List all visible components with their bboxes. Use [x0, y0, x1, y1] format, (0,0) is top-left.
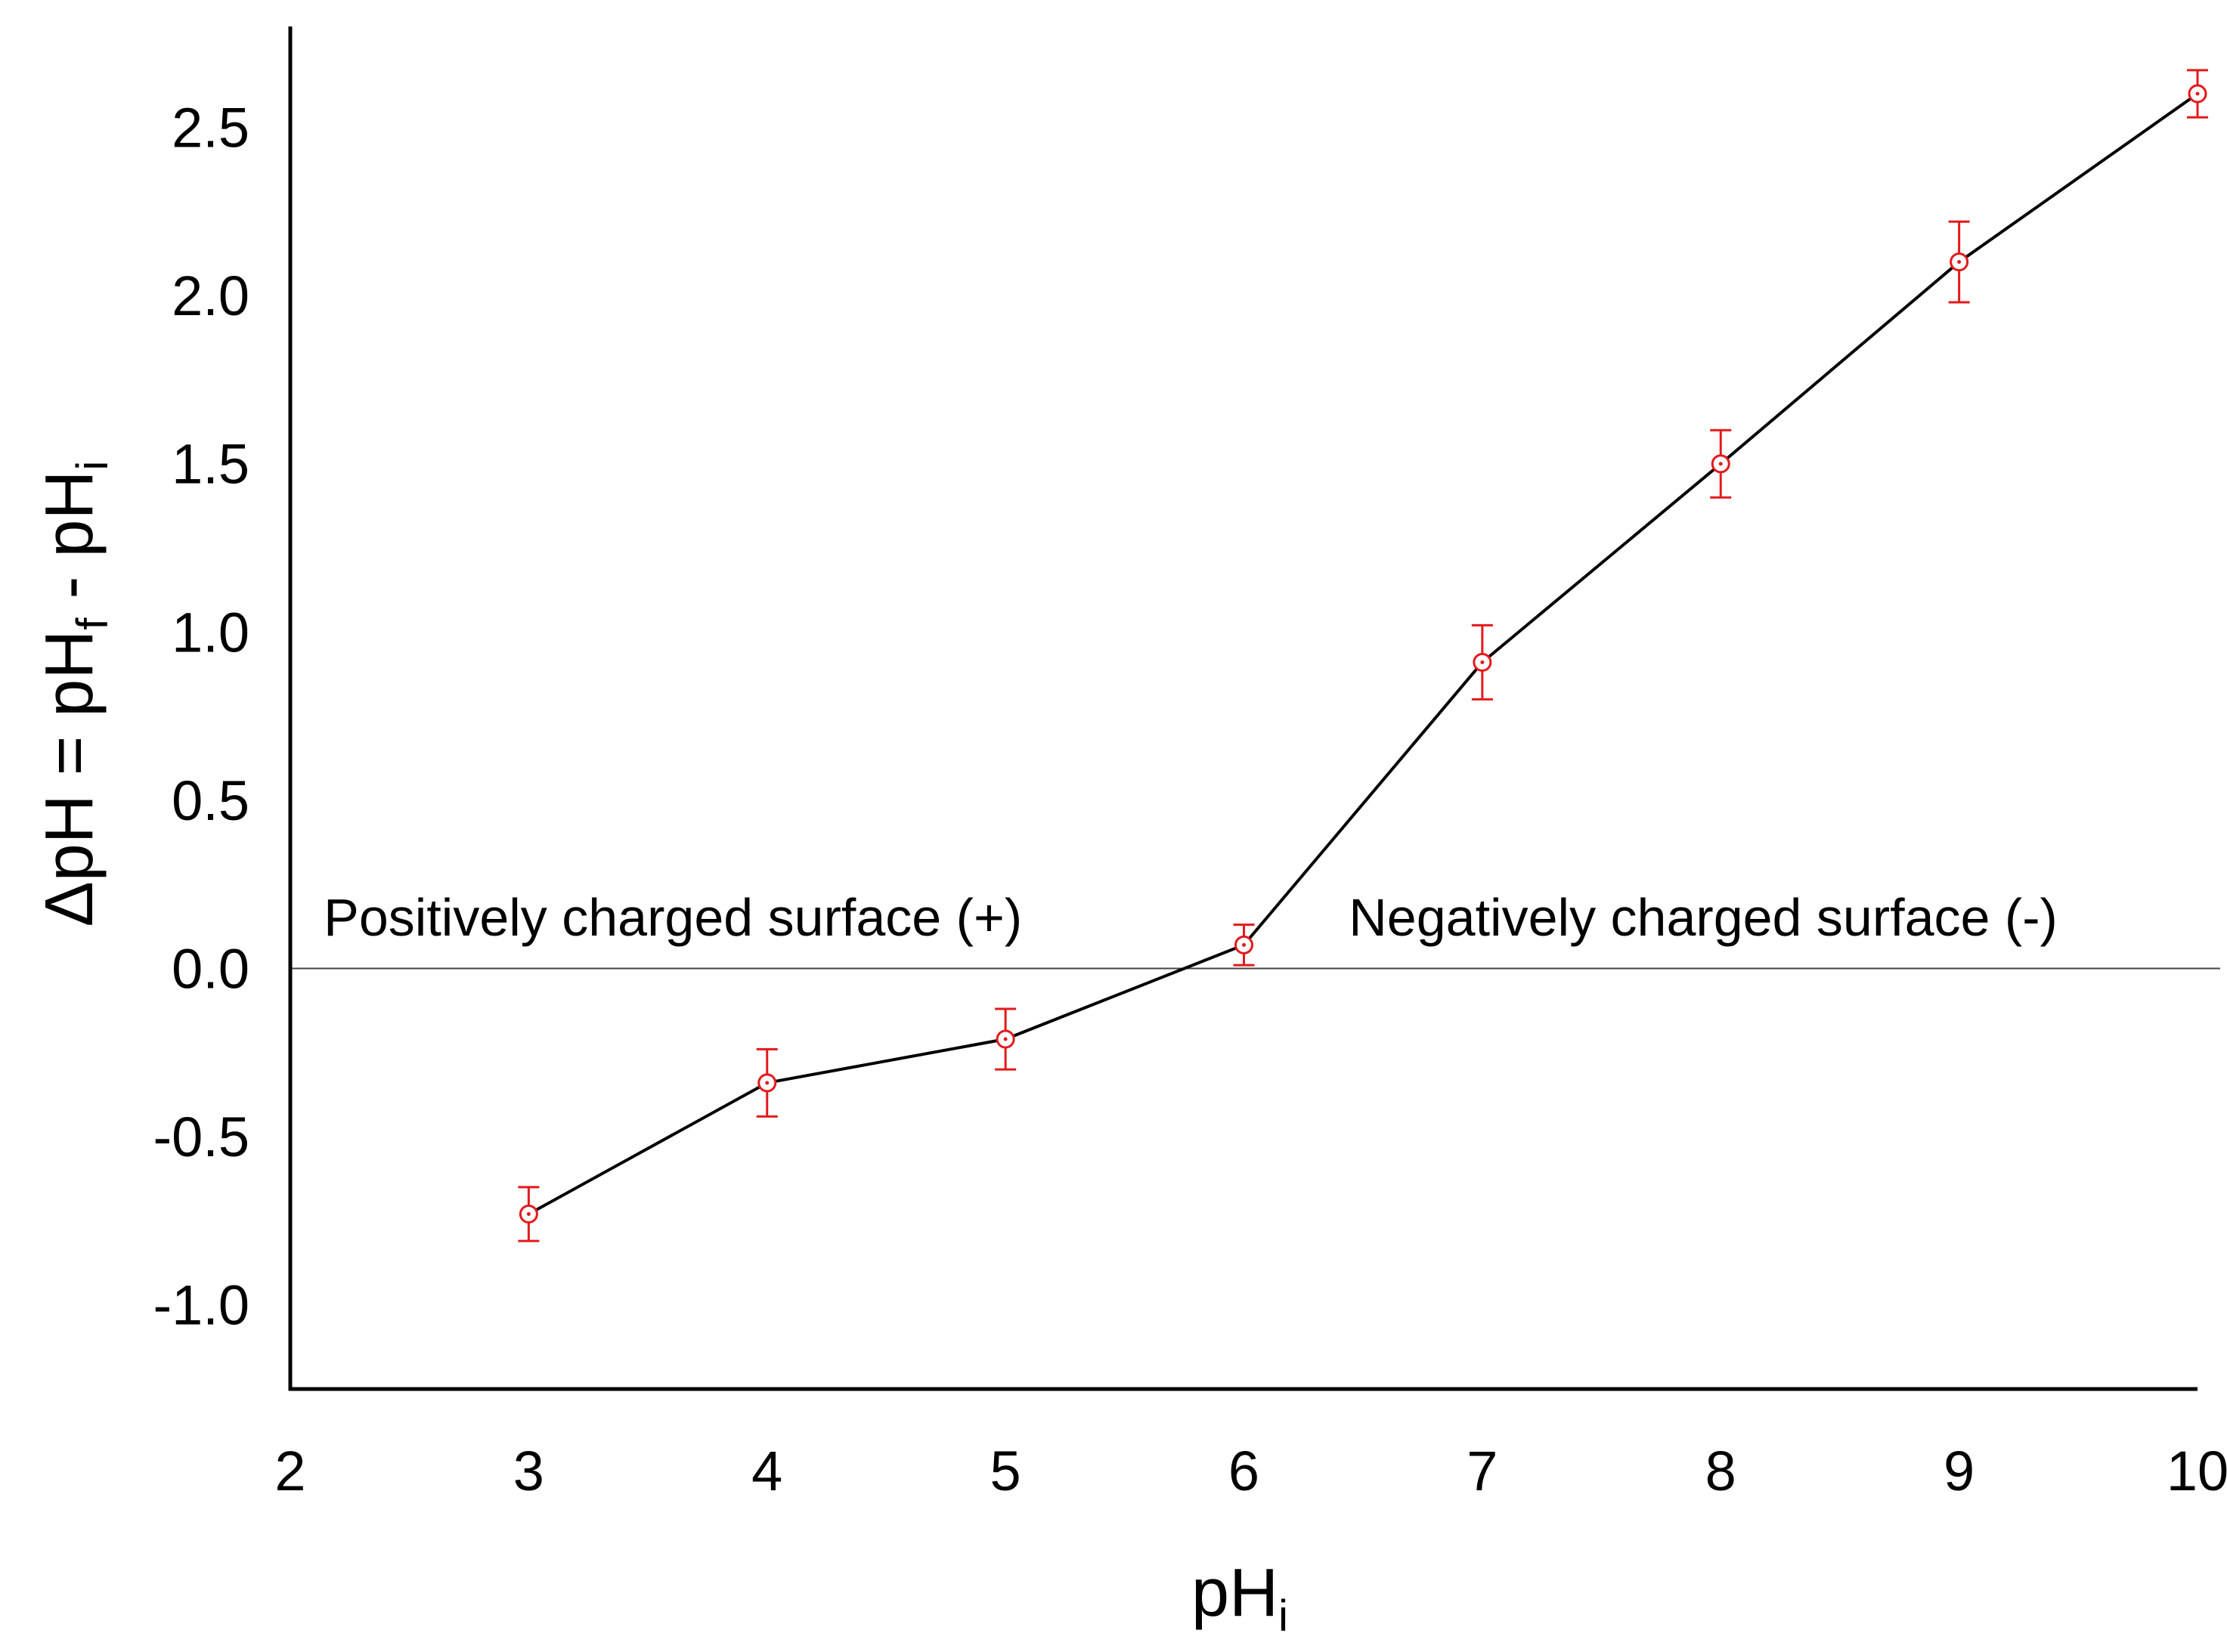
y-tick-label: 0.5 — [172, 769, 249, 832]
surface-charge-annotation: Negatively charged surface (-) — [1349, 888, 2058, 947]
x-tick-label: 8 — [1705, 1440, 1736, 1502]
y-tick-label: 2.5 — [172, 97, 249, 159]
x-tick-label: 10 — [2167, 1440, 2227, 1502]
x-tick-label: 3 — [513, 1440, 544, 1502]
y-tick-label: -0.5 — [153, 1106, 249, 1168]
y-tick-label: 1.0 — [172, 601, 249, 664]
data-point-center — [1242, 942, 1246, 947]
data-point-center — [1957, 260, 1962, 265]
x-tick-label: 9 — [1944, 1440, 1975, 1502]
y-tick-label: 0.0 — [172, 938, 249, 1001]
x-axis-title: pHi — [1191, 1555, 1288, 1641]
data-point-center — [765, 1081, 770, 1085]
y-tick-label: 1.5 — [172, 433, 249, 496]
y-axis-title: ΔpH = pHf - pHi — [32, 461, 117, 927]
x-tick-label: 2 — [274, 1440, 305, 1502]
x-tick-label: 5 — [990, 1440, 1021, 1502]
data-point-center — [1480, 660, 1485, 664]
x-tick-label: 7 — [1467, 1440, 1498, 1502]
y-tick-label: 2.0 — [172, 265, 249, 327]
y-tick-label: -1.0 — [153, 1274, 249, 1337]
x-tick-label: 6 — [1228, 1440, 1259, 1502]
data-point-center — [2195, 91, 2200, 96]
data-point-center — [526, 1212, 531, 1217]
data-point-center — [1718, 462, 1723, 466]
data-point-center — [1003, 1037, 1008, 1041]
surface-charge-annotation: Positively charged surface (+) — [324, 888, 1022, 947]
series-line — [528, 92, 2199, 1216]
x-tick-label: 4 — [751, 1440, 782, 1502]
